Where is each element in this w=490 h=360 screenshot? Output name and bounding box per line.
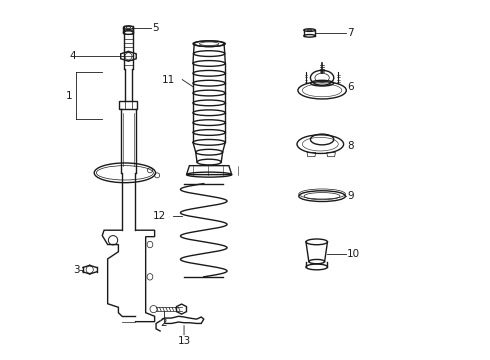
Text: 10: 10 — [347, 248, 360, 258]
Text: 11: 11 — [162, 75, 175, 85]
Text: 5: 5 — [152, 23, 158, 33]
Text: 3: 3 — [73, 265, 80, 275]
Text: 9: 9 — [347, 191, 354, 201]
Text: 7: 7 — [347, 28, 354, 38]
Text: 8: 8 — [347, 141, 354, 151]
Text: 4: 4 — [69, 51, 76, 61]
Text: 2: 2 — [160, 319, 167, 328]
Text: 1: 1 — [66, 91, 73, 101]
Text: 13: 13 — [177, 336, 191, 346]
Text: 12: 12 — [153, 211, 166, 221]
Text: 6: 6 — [347, 82, 354, 92]
